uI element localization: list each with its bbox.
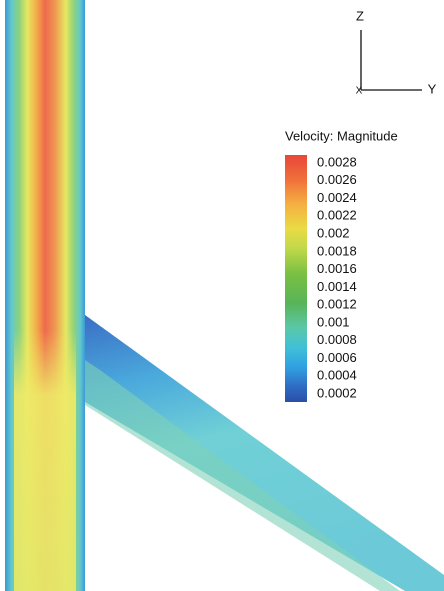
legend-label: 0.0008 [317, 332, 357, 347]
legend-labels: 0.0028 0.0026 0.0024 0.0022 0.002 0.0018 0.001… [317, 154, 357, 400]
legend-label: 0.0002 [317, 385, 357, 400]
legend-label: 0.002 [317, 226, 350, 241]
legend-label: 0.0012 [317, 297, 357, 312]
legend-label: 0.0014 [317, 279, 357, 294]
legend-label: 0.0006 [317, 350, 357, 365]
legend-label: 0.0028 [317, 154, 357, 169]
legend-label: 0.0016 [317, 261, 357, 276]
legend-label: 0.0004 [317, 368, 357, 383]
axis-y: Y [428, 81, 437, 96]
legend-label: 0.0026 [317, 172, 357, 187]
branch-pipe [85, 315, 444, 591]
legend-title: Velocity: Magnitude [285, 128, 398, 143]
legend-label: 0.0024 [317, 190, 357, 205]
legend-label: 0.0022 [317, 208, 357, 223]
legend-label: 0.001 [317, 314, 350, 329]
axis-x: X [356, 86, 363, 97]
color-bar [285, 155, 307, 402]
branch-flow [85, 360, 400, 591]
main-pipe-lower [14, 330, 76, 591]
axis-z: Z [356, 8, 364, 23]
legend-label: 0.0018 [317, 243, 357, 258]
